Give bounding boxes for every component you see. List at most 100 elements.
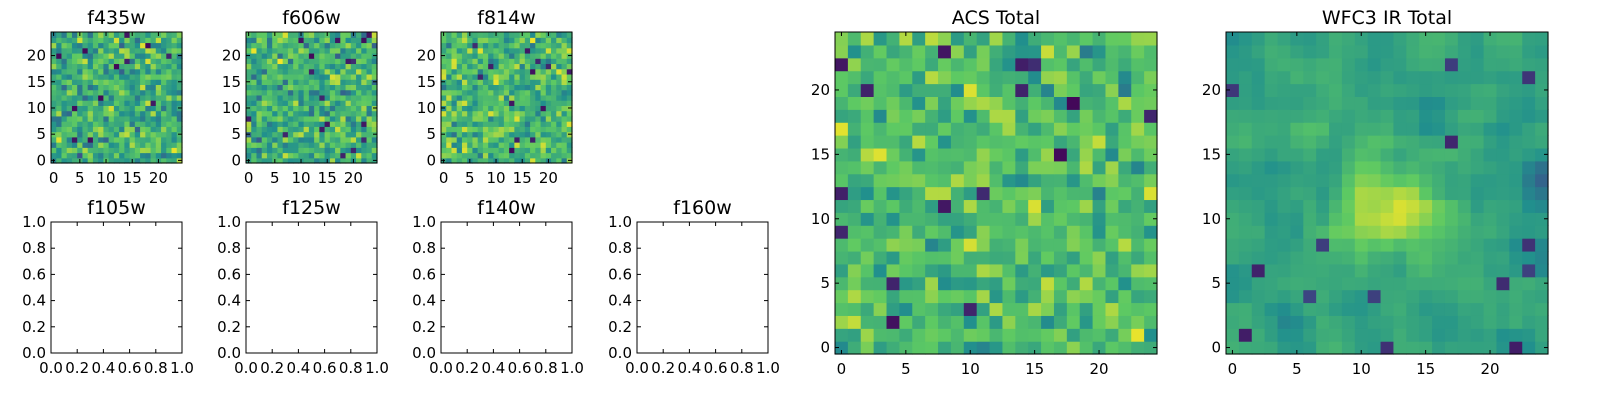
- heatmap-cell: [519, 110, 526, 117]
- heatmap-cell: [1118, 328, 1132, 342]
- heatmap-cell: [963, 263, 978, 278]
- heatmap-cell: [498, 94, 505, 101]
- y-tick-label: 20: [1202, 81, 1221, 99]
- heatmap-cell: [1354, 160, 1369, 175]
- heatmap-cell: [119, 105, 125, 112]
- heatmap-cell: [1444, 302, 1459, 316]
- heatmap-cell: [1092, 315, 1107, 329]
- heatmap-cell: [176, 58, 183, 65]
- heatmap-cell: [1354, 341, 1369, 355]
- heatmap-cell: [1380, 57, 1395, 72]
- heatmap-cell: [899, 302, 913, 316]
- heatmap-cell: [1264, 173, 1279, 188]
- heatmap-cell: [556, 68, 563, 75]
- heatmap-cell: [1406, 250, 1420, 265]
- heatmap-cell: [1470, 96, 1485, 110]
- heatmap-cell: [1144, 109, 1158, 123]
- heatmap-cell: [1277, 225, 1291, 239]
- heatmap-cell: [1028, 32, 1042, 46]
- heatmap-cell: [71, 142, 78, 148]
- heatmap-cell: [1290, 109, 1304, 123]
- heatmap-cell: [71, 42, 78, 49]
- heatmap-cell: [1226, 173, 1240, 188]
- y-tick-label: 0.8: [608, 239, 632, 257]
- heatmap-cell: [1118, 341, 1132, 355]
- heatmap-cell: [1015, 32, 1029, 46]
- y-tick-label: 5: [820, 274, 830, 292]
- heatmap-cell: [1290, 199, 1304, 213]
- heatmap-cell: [350, 58, 357, 65]
- heatmap-cell: [899, 173, 913, 188]
- heatmap-cell: [251, 37, 258, 44]
- heatmap-cell: [1509, 173, 1523, 188]
- heatmap-cell: [498, 73, 505, 80]
- heatmap-cell: [1483, 70, 1498, 85]
- heatmap-cell: [1406, 289, 1420, 304]
- heatmap-cell: [277, 121, 284, 127]
- heatmap-cell: [1105, 83, 1119, 97]
- heatmap-cell: [108, 63, 115, 70]
- heatmap-cell: [1277, 109, 1291, 123]
- heatmap-cell: [1277, 70, 1291, 85]
- heatmap-cell: [1066, 83, 1081, 97]
- heatmap-cell: [98, 32, 104, 38]
- heatmap-cell: [1329, 122, 1343, 136]
- heatmap-cell: [456, 131, 463, 138]
- heatmap-cell: [1535, 276, 1549, 291]
- heatmap-cell: [92, 47, 99, 54]
- heatmap-cell: [266, 105, 273, 112]
- heatmap-cell: [551, 136, 557, 143]
- heatmap-cell: [488, 115, 494, 122]
- heatmap-cell: [308, 131, 315, 138]
- heatmap-cell: [87, 89, 94, 96]
- heatmap-cell: [329, 147, 336, 154]
- heatmap-cell: [873, 32, 888, 46]
- heatmap-cell: [356, 68, 362, 75]
- heatmap-cell: [145, 37, 152, 44]
- heatmap-cell: [161, 58, 167, 65]
- heatmap-cell: [1522, 238, 1536, 252]
- heatmap-cell: [989, 341, 1004, 355]
- heatmap-cell: [1131, 32, 1145, 46]
- heatmap-cell: [308, 110, 315, 117]
- heatmap-cell: [482, 152, 489, 159]
- heatmap-cell: [451, 42, 458, 49]
- heatmap-cell: [1251, 225, 1266, 239]
- heatmap-cell: [251, 84, 258, 91]
- heatmap-cell: [561, 84, 568, 91]
- heatmap-cell: [446, 157, 453, 164]
- heatmap-cell: [66, 157, 73, 164]
- heatmap-cell: [1002, 83, 1016, 97]
- heatmap-cell: [145, 58, 152, 65]
- heatmap-cell: [161, 121, 167, 127]
- heatmap-cell: [371, 94, 378, 101]
- heatmap-cell: [324, 110, 331, 117]
- heatmap-cell: [366, 47, 373, 54]
- y-tick-label: 0.4: [217, 292, 241, 310]
- heatmap-cell: [256, 110, 263, 117]
- heatmap-cell: [1522, 341, 1536, 355]
- axes-frame: [245, 221, 378, 354]
- heatmap-cell: [356, 79, 362, 85]
- heatmap-cell: [873, 186, 888, 201]
- y-tick-label: 15: [222, 73, 241, 91]
- heatmap-cell: [1522, 212, 1536, 226]
- heatmap-cell: [1316, 289, 1330, 304]
- heatmap-cell: [124, 84, 131, 91]
- heatmap-cell: [1341, 315, 1356, 329]
- heatmap-cell: [835, 70, 849, 85]
- heatmap-cell: [56, 79, 63, 85]
- panel-f125w: 0.0 0.2 0.4 0.6 0.8 1.00.00.20.40.60.81.0f125…: [217, 197, 389, 377]
- heatmap-cell: [1028, 250, 1042, 265]
- heatmap-cell: [1092, 160, 1107, 175]
- heatmap-cell: [66, 32, 73, 38]
- heatmap-cell: [1444, 109, 1459, 123]
- heatmap-cell: [561, 152, 568, 159]
- heatmap-cell: [514, 142, 521, 148]
- heatmap-cell: [873, 109, 888, 123]
- heatmap-cell: [314, 136, 320, 143]
- heatmap-cell: [950, 109, 965, 123]
- heatmap-cell: [1354, 70, 1369, 85]
- heatmap-cell: [124, 100, 131, 106]
- heatmap-cell: [886, 83, 900, 97]
